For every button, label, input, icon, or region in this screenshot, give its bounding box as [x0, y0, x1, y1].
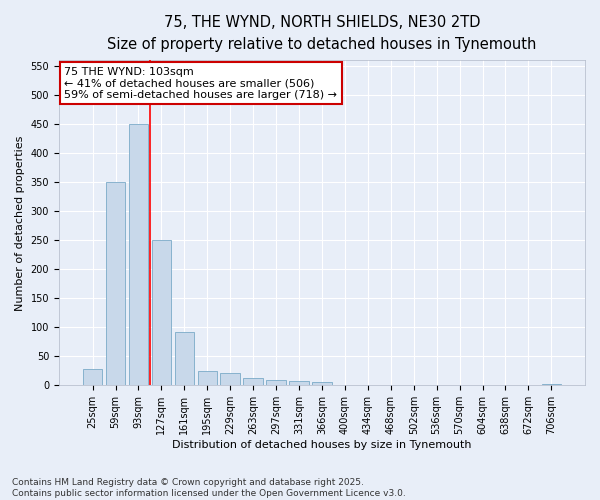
- Title: 75, THE WYND, NORTH SHIELDS, NE30 2TD
Size of property relative to detached hous: 75, THE WYND, NORTH SHIELDS, NE30 2TD Si…: [107, 15, 536, 52]
- Bar: [312, 382, 332, 386]
- Bar: [244, 378, 263, 386]
- Text: Contains HM Land Registry data © Crown copyright and database right 2025.
Contai: Contains HM Land Registry data © Crown c…: [12, 478, 406, 498]
- Bar: [152, 240, 171, 386]
- Y-axis label: Number of detached properties: Number of detached properties: [15, 135, 25, 310]
- Bar: [106, 182, 125, 386]
- Bar: [289, 382, 309, 386]
- Bar: [220, 372, 240, 386]
- X-axis label: Distribution of detached houses by size in Tynemouth: Distribution of detached houses by size …: [172, 440, 472, 450]
- Text: 75 THE WYND: 103sqm
← 41% of detached houses are smaller (506)
59% of semi-detac: 75 THE WYND: 103sqm ← 41% of detached ho…: [64, 67, 337, 100]
- Bar: [128, 124, 148, 386]
- Bar: [175, 332, 194, 386]
- Bar: [266, 380, 286, 386]
- Bar: [197, 371, 217, 386]
- Bar: [83, 369, 103, 386]
- Bar: [542, 384, 561, 386]
